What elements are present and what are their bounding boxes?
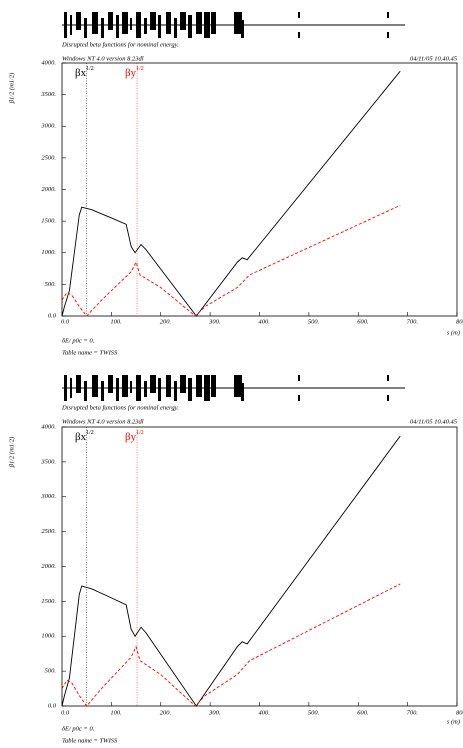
legend-name: βx: [75, 67, 87, 79]
header-left: Windows NT 4.0 version 8.23dl: [62, 418, 144, 425]
x-axis-label: s (m): [447, 718, 460, 725]
y-tick-label: 500.: [45, 281, 57, 288]
y-axis-label: β1/2 (m1/2): [8, 437, 15, 469]
legend-name: βx: [75, 431, 87, 443]
y-tick-label: 0.0: [48, 312, 57, 319]
x-tick-label: 700.: [407, 318, 419, 325]
y-tick-label: 2000.: [41, 563, 56, 570]
legend-entry: βx1/2: [75, 66, 94, 78]
x-tick-label: 800.: [456, 318, 463, 325]
lattice-strip: [61, 374, 406, 402]
legend-sup: 1/2: [86, 430, 94, 436]
legend-sup: 1/2: [136, 66, 144, 72]
y-tick-label: 3500.: [40, 458, 56, 465]
x-tick-label: 0.0: [61, 709, 70, 716]
x-tick-label: 0.0: [61, 318, 70, 325]
footnote: δE/ p0c = 0.: [62, 337, 95, 344]
x-tick-label: 200.: [160, 709, 172, 716]
y-tick-label: 2500.: [41, 528, 56, 535]
header-left: Windows NT 4.0 version 8.23dl: [62, 55, 144, 62]
lattice-strip: [61, 11, 406, 39]
x-tick-label: 100.: [110, 318, 122, 325]
x-tick-label: 400.: [259, 709, 271, 716]
y-tick-label: 1500.: [41, 598, 56, 605]
header-right: 04/11/05 10.40.45: [410, 55, 458, 62]
y-tick-label: 1000.: [41, 249, 56, 256]
y-tick-label: 2500.: [41, 154, 56, 161]
plot-frame: [61, 426, 458, 707]
legend-entry: βx1/2: [75, 430, 94, 442]
x-tick-label: 500.: [308, 318, 320, 325]
x-tick-label: 600.: [357, 709, 369, 716]
x-tick-label: 300.: [208, 318, 221, 325]
y-tick-label: 500.: [45, 668, 57, 675]
x-tick-label: 800.: [456, 709, 463, 716]
y-tick-label: 3500.: [40, 91, 56, 98]
y-tick-label: 4000.: [41, 423, 56, 430]
y-tick-label: 2000.: [41, 186, 56, 193]
y-axis-label: β1/2 (m1/2): [8, 73, 15, 105]
legend-entry: βy1/2: [125, 430, 144, 442]
legend-name: βy: [125, 431, 137, 443]
series-line: [61, 435, 401, 707]
y-tick-label: 0.0: [48, 702, 57, 709]
y-tick-label: 3000.: [40, 493, 56, 500]
legend-name: βy: [125, 67, 137, 79]
y-tick-label: 4000.: [41, 59, 56, 66]
y-tick-label: 1500.: [41, 218, 56, 225]
x-tick-label: 200.: [160, 318, 172, 325]
legend-entry: βy1/2: [125, 66, 144, 78]
chart-title: Disrupted beta functions for nominal ene…: [61, 404, 179, 411]
x-tick-label: 600.: [357, 318, 369, 325]
x-tick-label: 100.: [110, 709, 122, 716]
chart-title: Disrupted beta functions for nominal ene…: [61, 41, 179, 48]
legend-sup: 1/2: [86, 66, 94, 72]
footnote: Table name = TWISS: [62, 737, 118, 744]
series-line: [61, 583, 401, 707]
y-tick-label: 1000.: [41, 633, 56, 640]
x-tick-label: 500.: [308, 709, 320, 716]
x-tick-label: 300.: [208, 709, 221, 716]
header-right: 04/11/05 10.40.45: [410, 418, 458, 425]
x-tick-label: 400.: [259, 318, 271, 325]
plot-frame: [61, 62, 458, 317]
series-line: [61, 204, 401, 317]
x-axis-label: s (m): [447, 329, 460, 336]
x-tick-label: 700.: [407, 709, 419, 716]
series-line: [61, 70, 401, 317]
footnote: Table name = TWISS: [62, 349, 118, 356]
y-tick-label: 3000.: [40, 123, 56, 130]
footnote: δE/ p0c = 0.: [62, 725, 95, 732]
legend-sup: 1/2: [136, 430, 144, 436]
